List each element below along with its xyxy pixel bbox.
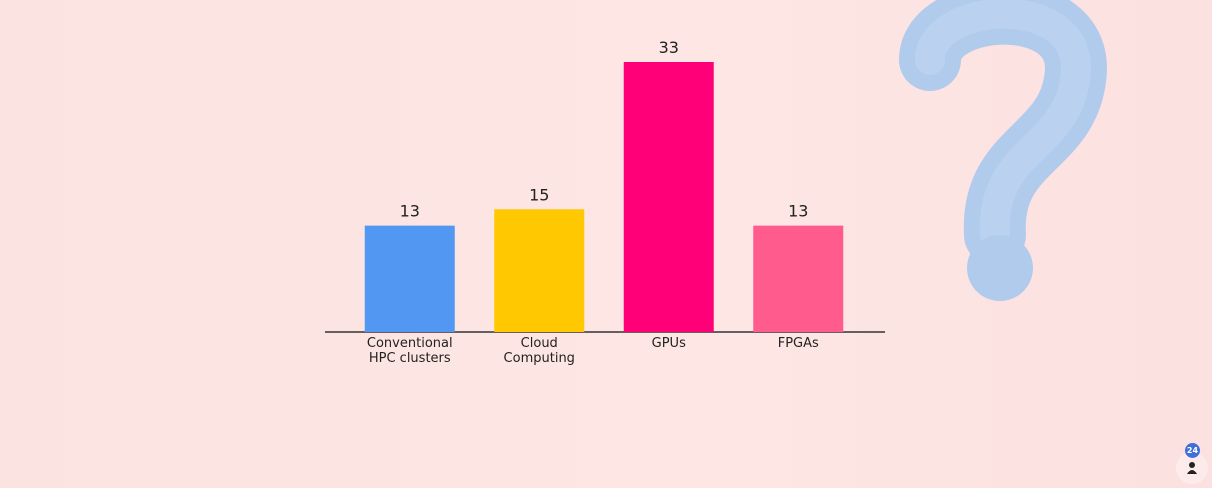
bar — [364, 225, 455, 332]
participant-count: 24 — [1185, 443, 1200, 458]
question-mark — [899, 0, 1107, 301]
category-label: Conventional HPC clusters — [366, 336, 453, 366]
value-label: 15 — [529, 185, 549, 204]
value-label: 13 — [788, 202, 808, 221]
icon-body — [1187, 470, 1197, 474]
bar — [753, 225, 844, 332]
bar — [494, 209, 585, 332]
question-mark-dot — [967, 235, 1033, 301]
value-label: 13 — [400, 202, 420, 221]
category-label: Cloud Computing — [503, 336, 575, 366]
category-label: GPUs — [651, 336, 686, 351]
bar — [623, 62, 714, 332]
participant-icon — [1187, 462, 1197, 474]
value-label: 33 — [659, 38, 679, 57]
category-label: FPGAs — [777, 336, 819, 351]
question-mark-highlight — [915, 0, 1091, 250]
icon-head — [1189, 462, 1195, 468]
